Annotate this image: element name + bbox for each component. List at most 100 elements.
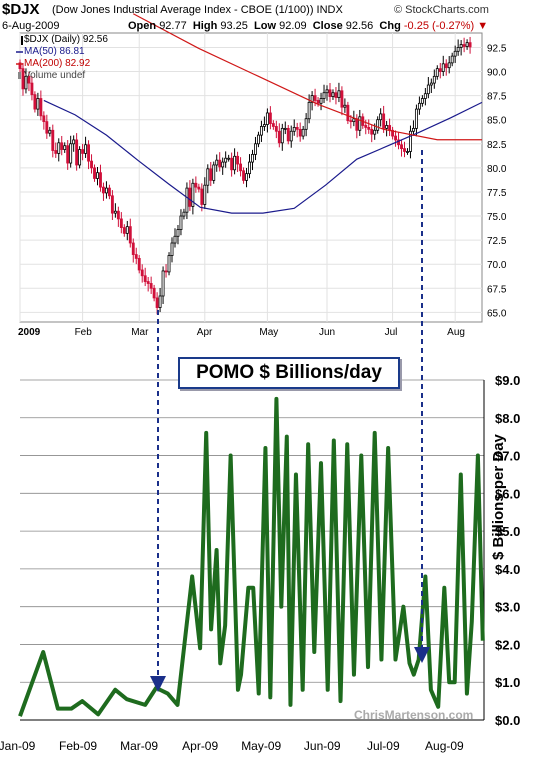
- candle-body: [277, 130, 281, 144]
- candle-body: [191, 182, 195, 207]
- open-value: 92.77: [159, 20, 187, 32]
- candle-body: [182, 211, 186, 217]
- candle-body: [423, 93, 427, 99]
- candle-body: [99, 172, 102, 188]
- candle-body: [432, 75, 436, 84]
- candle-body: [185, 187, 189, 213]
- candle-body: [39, 98, 43, 117]
- price-chart: 65.0 67.5 70.0 72.5 75.0 77.5 80.0 82.5 85.0 87.5…: [16, 13, 507, 338]
- candle-body: [60, 142, 64, 150]
- y-tick-label: 82.5: [487, 140, 507, 151]
- candle-body: [385, 125, 389, 129]
- candle-body: [173, 235, 177, 244]
- ma50-line: [43, 99, 483, 214]
- candle-body: [435, 68, 439, 77]
- annotation-arrows: [150, 150, 430, 692]
- candle-body: [87, 144, 90, 162]
- candle-body: [176, 229, 180, 237]
- candle-body: [397, 139, 400, 146]
- candle-body: [75, 139, 79, 166]
- candle-body: [125, 226, 129, 234]
- ma200-line: [132, 13, 482, 141]
- candle-body: [316, 100, 320, 104]
- candle-body: [81, 149, 85, 154]
- pomo-x-tick-label: Apr-09: [182, 739, 218, 753]
- candle-body: [164, 270, 168, 273]
- candle-body: [36, 98, 40, 110]
- candle-body: [271, 123, 275, 127]
- candle-body: [84, 144, 88, 154]
- candle-body: [143, 275, 147, 282]
- candle-body: [230, 157, 234, 171]
- candle-body: [158, 295, 162, 308]
- candle-body: [268, 112, 272, 124]
- candle-body: [188, 187, 192, 207]
- candle-body: [54, 150, 58, 154]
- low-label: Low: [254, 20, 277, 32]
- candle-body: [420, 98, 424, 104]
- candle-body: [254, 143, 257, 155]
- candle-body: [137, 258, 141, 271]
- candle-body: [364, 125, 368, 128]
- candle-body: [331, 92, 335, 97]
- candle-body: [289, 130, 293, 142]
- pomo-title-box: POMO $ Billions/day: [178, 357, 400, 389]
- candle-body: [394, 135, 398, 141]
- candle-body: [116, 210, 120, 220]
- x-tick-label: 2009: [18, 327, 41, 338]
- candle-body: [203, 184, 207, 205]
- candle-body: [456, 47, 460, 52]
- legend-volume-icon: [18, 72, 21, 79]
- candle-body: [322, 92, 326, 99]
- candle-body: [149, 283, 153, 289]
- candle-body: [343, 104, 347, 108]
- candle-body: [337, 90, 341, 98]
- pomo-x-tick-label: Jun-09: [304, 739, 341, 753]
- candle-body: [209, 168, 213, 181]
- candle-body: [170, 242, 174, 256]
- candle-body: [352, 118, 356, 123]
- candle-body: [379, 113, 383, 121]
- candle-body: [417, 102, 421, 110]
- pomo-x-tick-label: Jul-09: [367, 739, 400, 753]
- candle-body: [274, 126, 278, 132]
- candle-body: [161, 270, 165, 297]
- candle-body: [30, 82, 34, 96]
- pomo-y-tick-label: $1.0: [495, 675, 520, 690]
- candle-body: [48, 129, 52, 134]
- candle-body: [453, 50, 457, 57]
- candle-body: [280, 127, 284, 144]
- x-tick-label: Jul: [385, 327, 398, 338]
- y-tick-label: 87.5: [487, 92, 507, 103]
- y-tick-label: 72.5: [487, 236, 507, 247]
- candle-body: [96, 172, 99, 179]
- candle-body: [304, 118, 308, 130]
- pomo-y-tick-label: $3.0: [495, 600, 520, 615]
- pomo-y-tick-label: $2.0: [495, 637, 520, 652]
- chart-subtitle: (Dow Jones Industrial Average Index - CB…: [52, 4, 343, 16]
- pomo-y-tick-label: $0.0: [495, 713, 520, 728]
- high-label: High: [192, 20, 218, 32]
- chart-symbol: $DJX: [2, 1, 40, 18]
- y-tick-label: 90.0: [487, 68, 507, 79]
- watermark: ChrisMartenson.com: [354, 708, 474, 722]
- candle-body: [24, 75, 28, 90]
- brand-label: © StockCharts.com: [394, 4, 489, 16]
- candle-body: [310, 95, 314, 103]
- candle-body: [265, 112, 269, 125]
- chg-label: Chg: [379, 20, 401, 32]
- y-tick-label: 77.5: [487, 188, 507, 199]
- candle-body: [200, 188, 204, 205]
- x-tick-label: Apr: [197, 327, 213, 338]
- high-value: 93.25: [220, 20, 248, 32]
- candle-body: [298, 128, 302, 137]
- x-tick-label: May: [259, 327, 278, 338]
- candle-body: [403, 148, 406, 152]
- pomo-chart: $0.0 $1.0 $2.0 $3.0 $4.0 $5.0 $6.0 $7.0 $8.0 $9.0…: [0, 373, 520, 753]
- pomo-y-tick-label: $7.0: [495, 449, 520, 464]
- candle-body: [295, 127, 299, 130]
- candle-body: [444, 63, 448, 69]
- candle-body: [259, 126, 263, 136]
- pomo-y-tick-label: $4.0: [495, 562, 520, 577]
